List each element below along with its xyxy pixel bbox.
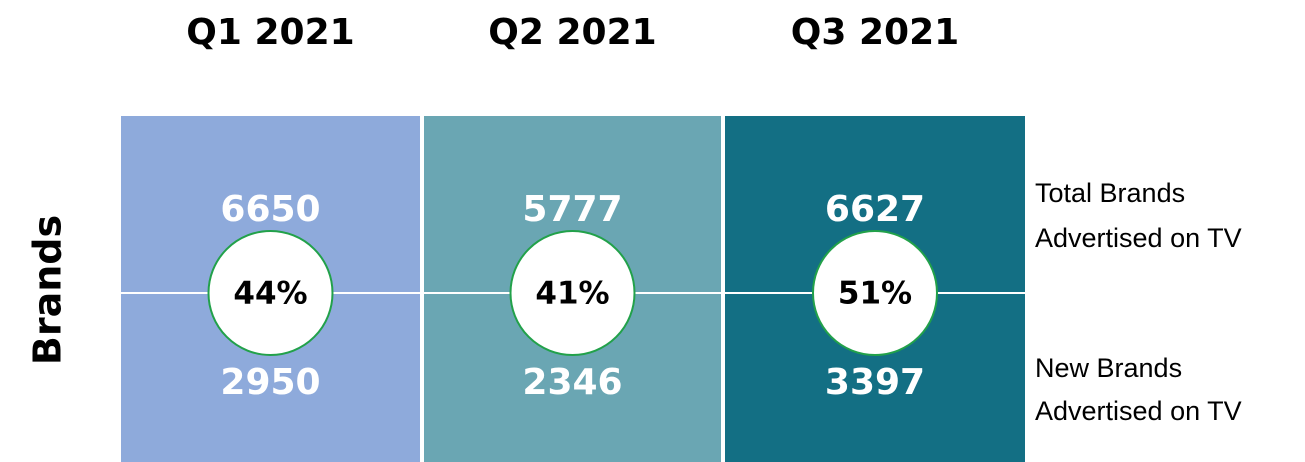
share-circle — [207, 230, 334, 356]
quarter-title: Q1 2021 — [186, 12, 354, 53]
share-circle — [812, 230, 938, 356]
total-value: 6627 — [825, 189, 925, 230]
new-value: 3397 — [825, 362, 925, 403]
row-label: Advertised on TV — [1035, 396, 1242, 426]
side-label: Brands — [26, 215, 70, 365]
row-label: New Brands — [1035, 353, 1182, 383]
row-label: Advertised on TV — [1035, 223, 1242, 253]
quarter-title: Q2 2021 — [488, 12, 656, 53]
total-value: 6650 — [220, 189, 320, 230]
share-value: 44% — [233, 276, 307, 312]
new-value: 2346 — [522, 362, 622, 403]
quarter-title: Q3 2021 — [791, 12, 959, 53]
share-circle — [509, 230, 636, 356]
total-value: 5777 — [522, 189, 622, 230]
share-value: 41% — [535, 276, 609, 312]
row-label: Total Brands — [1035, 178, 1185, 208]
new-value: 2950 — [220, 362, 320, 403]
share-value: 51% — [838, 276, 912, 312]
